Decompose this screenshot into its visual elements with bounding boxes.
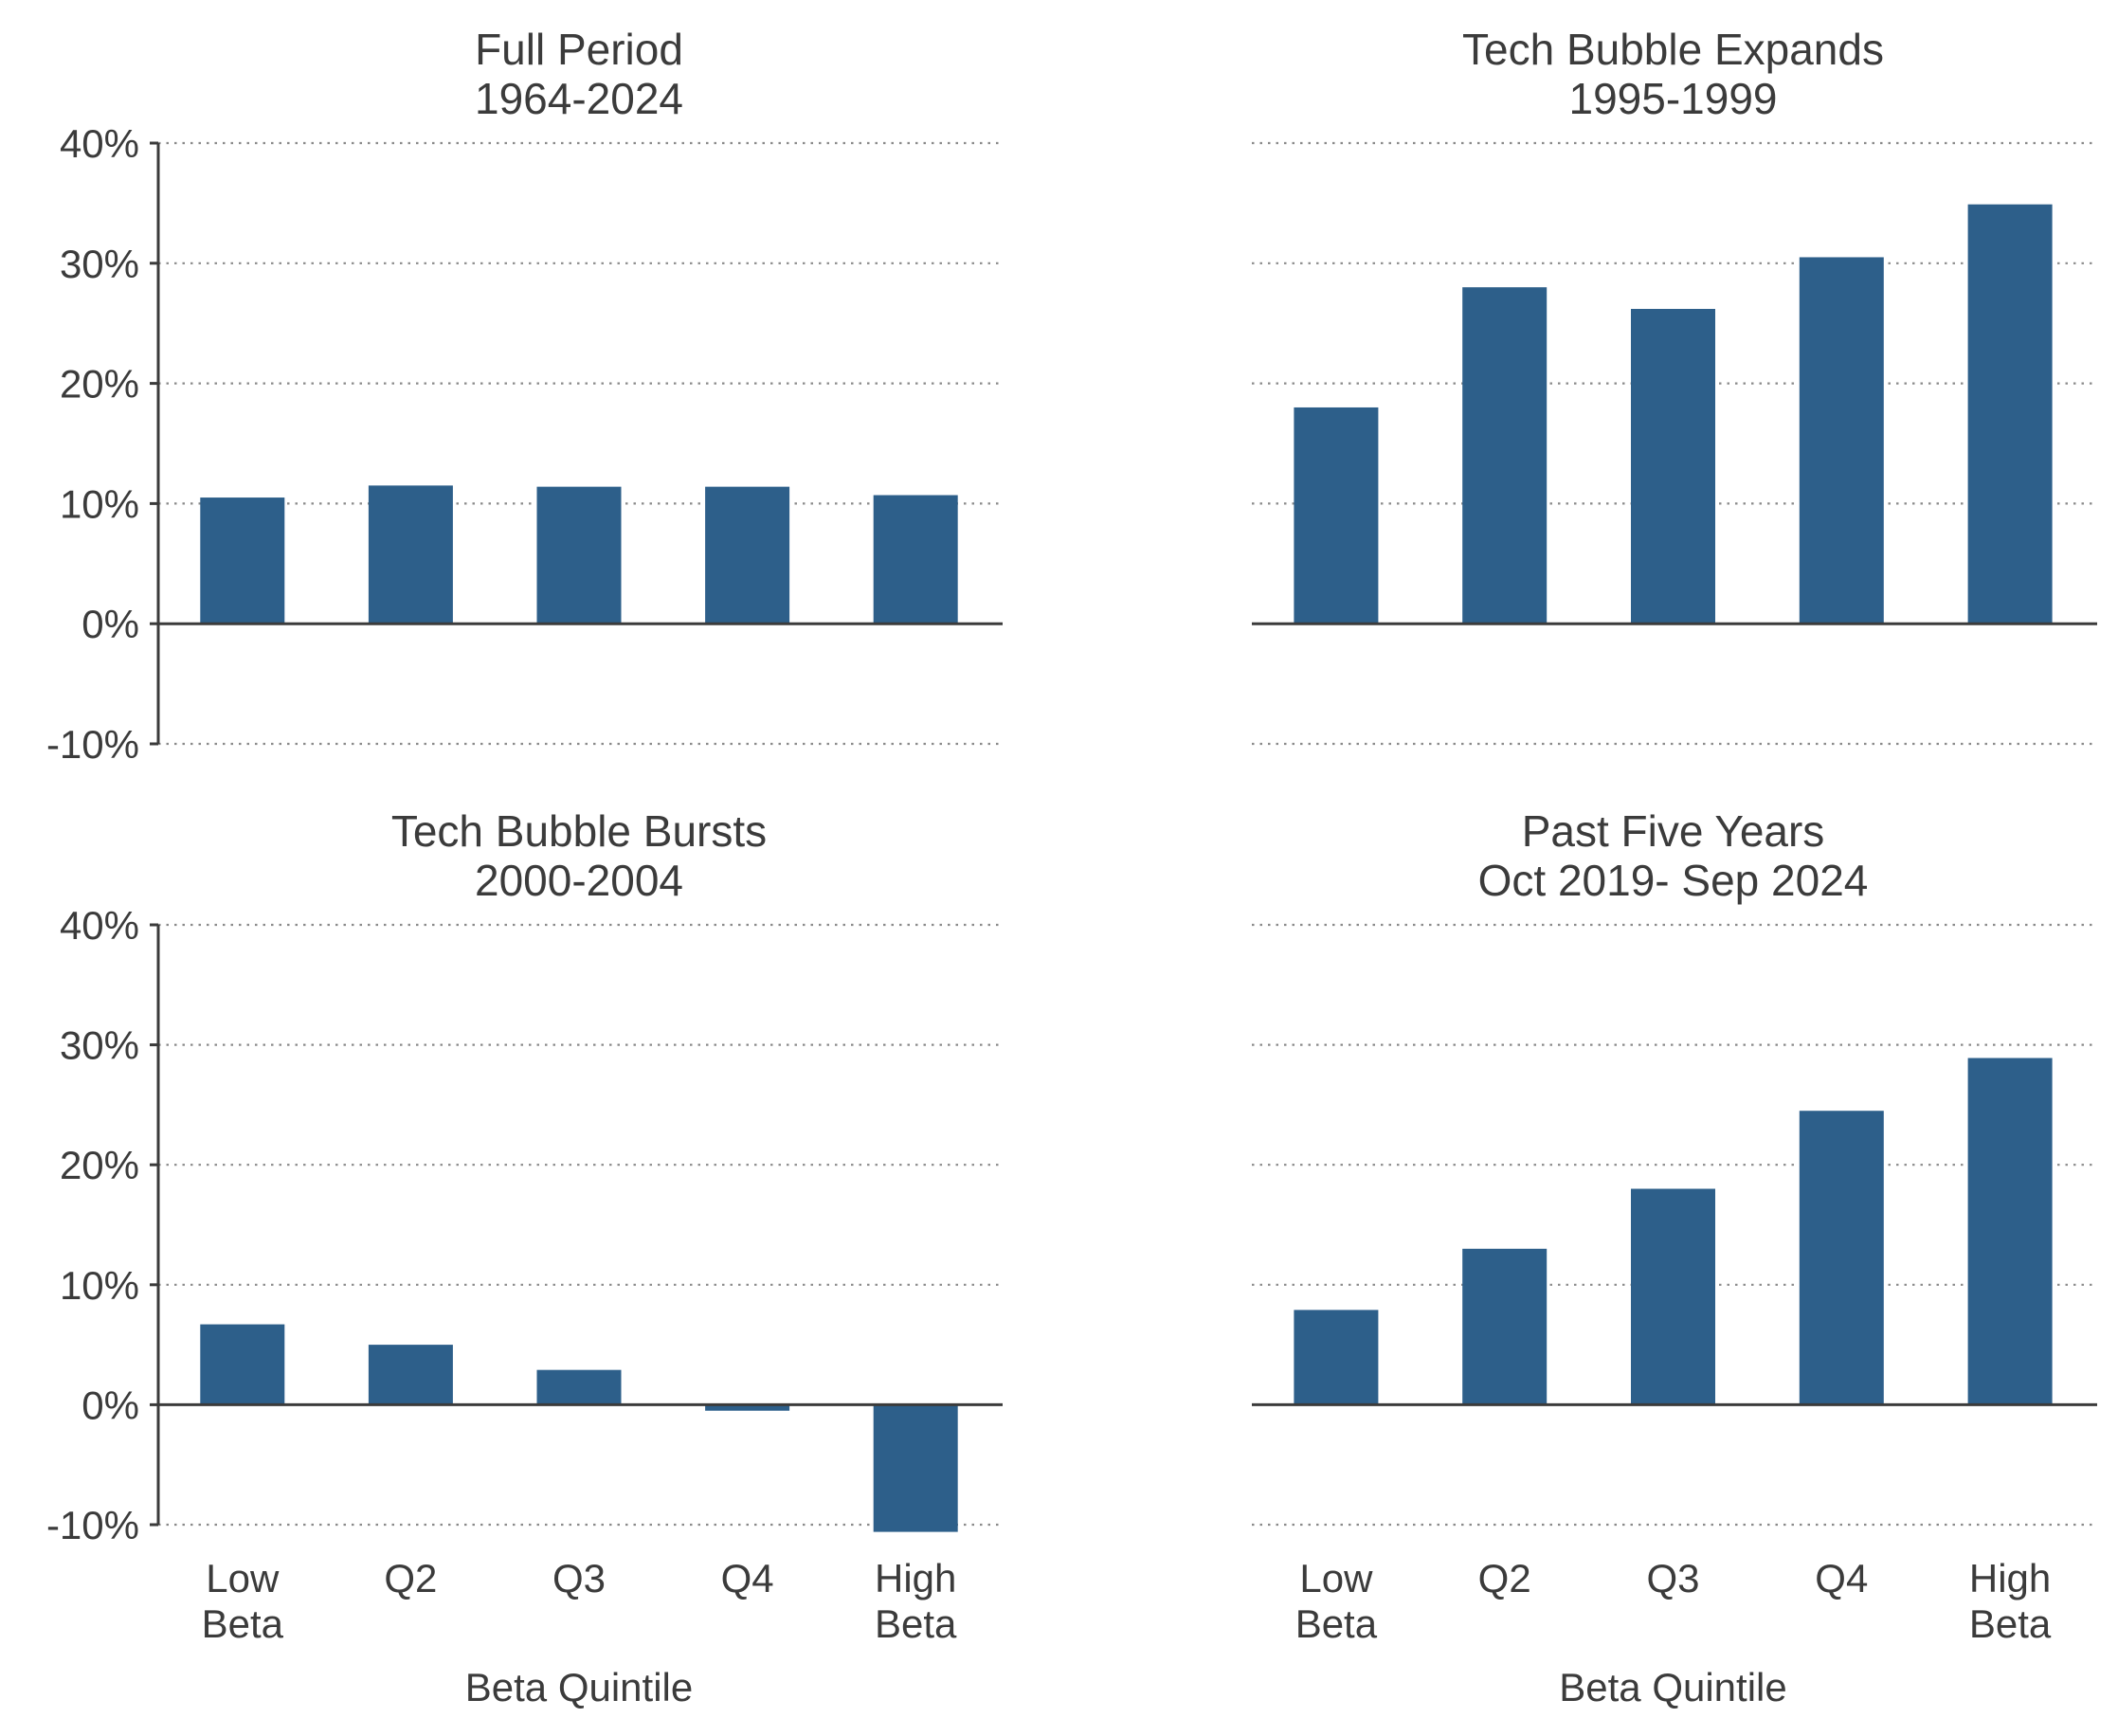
panel-title-line2: Oct 2019- Sep 2024	[1478, 856, 1869, 905]
bar	[705, 1404, 790, 1411]
y-tick-label: 0%	[81, 602, 139, 646]
bar	[705, 486, 790, 624]
x-axis-title: Beta Quintile	[1559, 1665, 1786, 1709]
y-tick-label: 10%	[60, 481, 139, 526]
x-category-label-line: Q3	[1646, 1556, 1699, 1600]
x-category-label-line: High	[1969, 1556, 2051, 1600]
x-category-label-line: Beta	[202, 1601, 284, 1646]
bar	[1967, 1058, 2053, 1405]
panel-3: Tech Bubble Bursts 2000-2004 -10% 0% 10% 20% 3…	[46, 806, 1003, 1709]
y-tick-label: 40%	[60, 903, 139, 948]
y-tick-label: 0%	[81, 1383, 139, 1427]
x-category-label: Low Beta	[1295, 1556, 1378, 1646]
panel-title-line1: Tech Bubble Expands	[1462, 25, 1884, 74]
panel-title-line1: Tech Bubble Bursts	[391, 806, 767, 856]
panel-title: Past Five Years Oct 2019- Sep 2024	[1478, 806, 1869, 905]
bar	[1631, 1188, 1715, 1405]
bar	[873, 495, 958, 624]
x-category-label-line: Q2	[1478, 1556, 1531, 1600]
panel-title: Tech Bubble Expands 1995-1999	[1462, 25, 1884, 123]
x-category-label: Q2	[384, 1556, 437, 1600]
y-tick-label: 30%	[60, 1023, 139, 1068]
y-tick-label: 40%	[60, 121, 139, 166]
bar	[1967, 204, 2053, 624]
x-category-label: Q3	[552, 1556, 606, 1600]
x-category-label-line: Beta	[1295, 1601, 1378, 1646]
panel-1: Full Period 1964-2024 -10% 0% 10% 20% 30% 40%	[46, 25, 1003, 767]
bar	[368, 1345, 453, 1405]
x-category-label-line: Low	[206, 1556, 280, 1600]
x-category-label-line: Q4	[721, 1556, 774, 1600]
x-category-label-line: Q4	[1815, 1556, 1868, 1600]
panel-title: Full Period 1964-2024	[475, 25, 683, 123]
panel-title-line1: Full Period	[475, 25, 683, 74]
y-tick-label: 30%	[60, 242, 139, 286]
bar	[1294, 407, 1379, 624]
panel-title-line2: 1995-1999	[1569, 74, 1778, 123]
x-category-label: Q3	[1646, 1556, 1699, 1600]
x-category-label: Q4	[721, 1556, 774, 1600]
x-category-label: Q2	[1478, 1556, 1531, 1600]
x-category-label-line: Low	[1299, 1556, 1373, 1600]
x-category-label: Low Beta	[202, 1556, 284, 1646]
bar	[1462, 287, 1548, 624]
bar	[873, 1404, 958, 1532]
x-category-label-line: Q3	[552, 1556, 606, 1600]
y-tick-label: -10%	[46, 1503, 139, 1547]
bar	[1294, 1310, 1379, 1405]
panel-title-line2: 1964-2024	[475, 74, 683, 123]
bar	[536, 1369, 622, 1405]
bar	[1631, 308, 1715, 624]
bar	[200, 1324, 285, 1405]
x-category-label-line: Q2	[384, 1556, 437, 1600]
y-tick-label: 20%	[60, 1143, 139, 1187]
x-category-label: High Beta	[875, 1556, 957, 1646]
y-tick-label: 20%	[60, 362, 139, 407]
bar	[200, 497, 285, 624]
x-category-label: Q4	[1815, 1556, 1868, 1600]
bar	[1799, 257, 1884, 624]
x-axis-title: Beta Quintile	[465, 1665, 693, 1709]
y-tick-label: 10%	[60, 1263, 139, 1308]
bar	[368, 485, 453, 624]
x-category-label-line: High	[875, 1556, 956, 1600]
bar	[1799, 1111, 1884, 1405]
panel-2: Tech Bubble Expands 1995-1999	[1252, 25, 2097, 746]
panel-title: Tech Bubble Bursts 2000-2004	[391, 806, 767, 905]
bar	[536, 486, 622, 624]
panel-title-line1: Past Five Years	[1522, 806, 1825, 856]
x-category-label-line: Beta	[875, 1601, 957, 1646]
bar	[1462, 1248, 1548, 1405]
x-category-label: High Beta	[1969, 1556, 2052, 1646]
y-tick-label: -10%	[46, 722, 139, 767]
x-category-label-line: Beta	[1969, 1601, 2052, 1646]
panel-title-line2: 2000-2004	[475, 856, 683, 905]
